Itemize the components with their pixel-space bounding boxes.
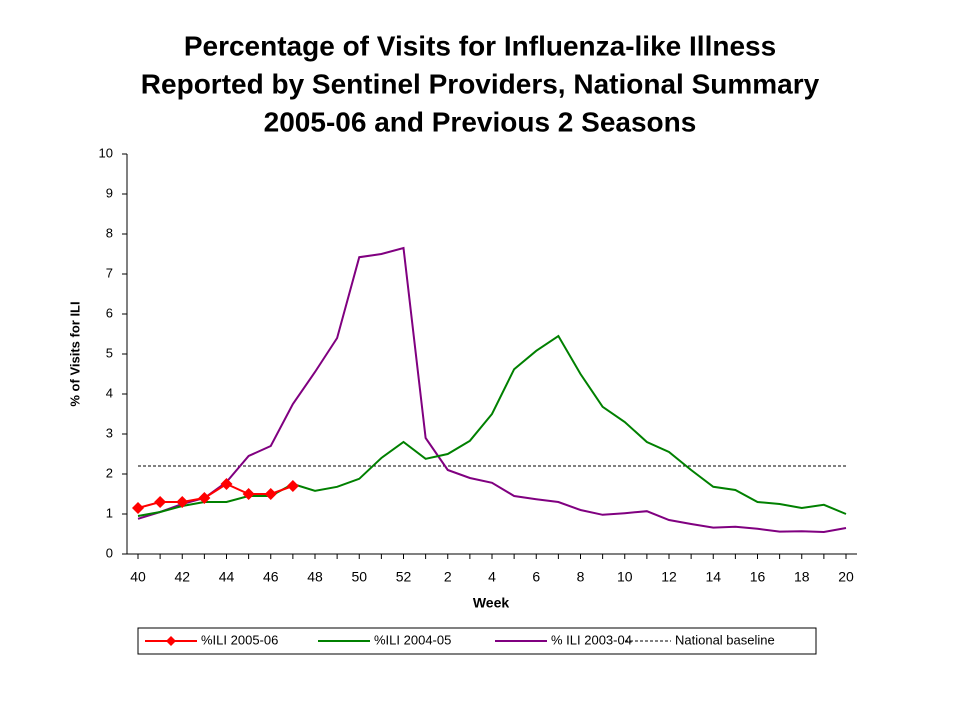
data-point [198, 492, 211, 504]
data-point [154, 496, 167, 508]
y-tick-label: 9 [106, 185, 113, 200]
x-tick-label: 8 [577, 569, 585, 585]
x-tick-label: 12 [661, 569, 677, 585]
x-tick-label: 2 [444, 569, 452, 585]
data-point [242, 488, 255, 500]
y-tick-label: 10 [99, 145, 113, 160]
data-point [264, 488, 277, 500]
legend-label: %ILI 2005-06 [201, 632, 278, 647]
legend-marker [166, 636, 176, 646]
legend-label: % ILI 2003-04 [551, 632, 632, 647]
y-tick-label: 1 [106, 505, 113, 520]
x-tick-label: 50 [351, 569, 367, 585]
x-tick-label: 44 [219, 569, 235, 585]
y-tick-label: 8 [106, 225, 113, 240]
legend-label: %ILI 2004-05 [374, 632, 451, 647]
x-tick-label: 6 [532, 569, 540, 585]
y-axis-label: % of Visits for ILI [67, 301, 82, 406]
y-tick-label: 6 [106, 305, 113, 320]
series-line [137, 246, 847, 534]
x-tick-label: 14 [705, 569, 721, 585]
data-point [176, 496, 189, 508]
y-tick-label: 3 [106, 425, 113, 440]
chart-title: Reported by Sentinel Providers, National… [141, 68, 820, 99]
x-axis-label: Week [473, 595, 510, 611]
y-tick-label: 0 [106, 545, 113, 560]
x-tick-label: 42 [174, 569, 190, 585]
y-tick-label: 5 [106, 345, 113, 360]
x-tick-label: 46 [263, 569, 279, 585]
chart-title: Percentage of Visits for Influenza-like … [184, 30, 776, 61]
y-tick-label: 4 [106, 385, 113, 400]
legend-box [137, 627, 817, 655]
x-tick-label: 16 [750, 569, 766, 585]
series-line [137, 334, 847, 517]
data-point [132, 502, 144, 514]
y-tick-label: 2 [106, 465, 113, 480]
x-tick-label: 40 [130, 569, 146, 585]
x-tick-label: 18 [794, 569, 810, 585]
data-point [286, 480, 299, 492]
x-tick-label: 20 [838, 569, 854, 585]
x-tick-label: 4 [488, 569, 496, 585]
chart-title: 2005-06 and Previous 2 Seasons [264, 106, 697, 137]
y-tick-label: 7 [106, 265, 113, 280]
legend-label: National baseline [675, 632, 775, 647]
x-tick-label: 10 [617, 569, 633, 585]
x-tick-label: 52 [396, 569, 412, 585]
data-point [220, 478, 233, 490]
x-tick-label: 48 [307, 569, 323, 585]
